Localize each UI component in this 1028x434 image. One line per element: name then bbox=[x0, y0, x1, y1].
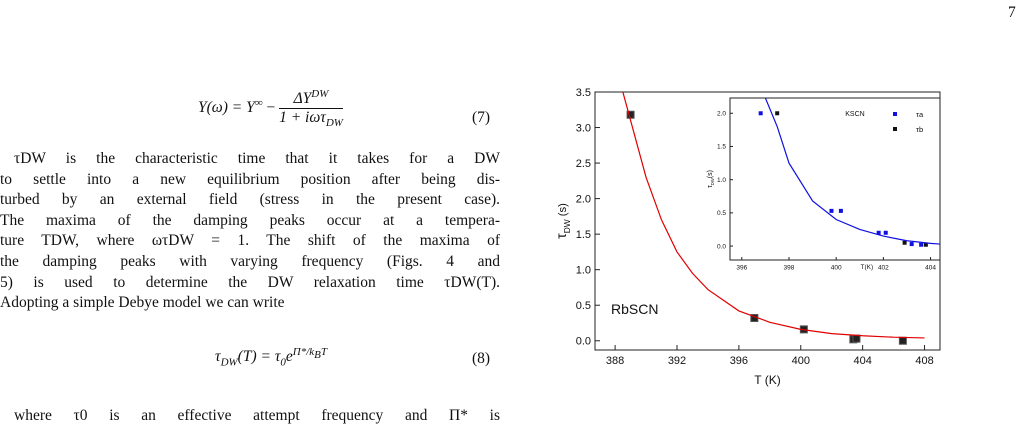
data-point bbox=[909, 242, 914, 247]
data-point bbox=[898, 336, 907, 345]
data-point bbox=[883, 230, 888, 235]
eq-part: DW bbox=[325, 117, 343, 130]
eq-part: Π*/k bbox=[292, 346, 315, 358]
x-tick-label: 400 bbox=[831, 265, 842, 272]
data-point bbox=[919, 242, 924, 247]
y-tick-label: 2.5 bbox=[576, 158, 591, 170]
y-tick-label: 2.0 bbox=[717, 111, 726, 118]
x-tick-label: 408 bbox=[915, 355, 933, 367]
y-label-part: DW bbox=[710, 178, 715, 185]
x-tick-label: 404 bbox=[853, 355, 871, 367]
eq-part: DW bbox=[311, 88, 329, 100]
equation-7: Y(ω) = Y∞ − ΔYDW 1 + iωτDW bbox=[198, 88, 343, 129]
eq-part: − bbox=[266, 99, 276, 117]
x-tick-label: 404 bbox=[925, 265, 936, 272]
text-line: where τ0 is an effective attempt frequen… bbox=[14, 407, 500, 424]
text-line: to settle into a new equilibrium positio… bbox=[0, 170, 500, 188]
eq-part: T bbox=[320, 346, 328, 358]
legend-marker bbox=[893, 112, 897, 116]
legend-title: KSCN bbox=[845, 111, 864, 118]
data-point bbox=[838, 208, 843, 213]
y-label-part: (s) bbox=[557, 203, 569, 219]
text-line: The maxima of the damping peaks occur at… bbox=[0, 211, 500, 229]
x-axis-label: T(K) bbox=[861, 264, 874, 271]
eq-part: Y(ω) = Y bbox=[198, 99, 255, 117]
y-tick-label: 1.5 bbox=[717, 144, 726, 151]
x-tick-label: 402 bbox=[878, 265, 889, 272]
equation-8: τDW(T) = τ0eΠ*/kBT bbox=[215, 346, 327, 368]
data-point bbox=[852, 334, 861, 343]
y-tick-label: 1.0 bbox=[717, 177, 726, 184]
data-point bbox=[775, 111, 780, 116]
text-line: the damping peaks with varying frequency… bbox=[0, 253, 500, 270]
y-label-part: τ bbox=[707, 185, 714, 188]
x-axis-label: T (K) bbox=[754, 373, 780, 387]
y-tick-label: 1.5 bbox=[576, 229, 591, 241]
x-tick-label: 396 bbox=[730, 355, 748, 367]
data-point bbox=[923, 242, 928, 247]
eq-part: ∞ bbox=[254, 97, 263, 110]
legend-label: τb bbox=[916, 125, 923, 134]
y-tick-label: 0.5 bbox=[717, 210, 726, 217]
equation-number: (7) bbox=[472, 109, 491, 126]
y-tick-label: 3.0 bbox=[576, 122, 591, 134]
eq-part: B bbox=[314, 349, 321, 362]
eq-part: ΔY bbox=[293, 90, 312, 108]
data-point bbox=[829, 208, 834, 213]
data-point bbox=[902, 240, 907, 245]
eq-part: DW bbox=[220, 356, 238, 369]
equation-number: (8) bbox=[472, 350, 491, 367]
text-line: turbed by an external field (stress in t… bbox=[0, 191, 500, 209]
plot-frame bbox=[729, 97, 941, 261]
data-point bbox=[876, 230, 881, 235]
text-line: Adopting a simple Debye model we can wri… bbox=[0, 294, 285, 312]
x-tick-label: 396 bbox=[736, 265, 747, 272]
y-axis-label: τDW (s) bbox=[553, 203, 572, 239]
y-tick-label: 1.0 bbox=[576, 265, 591, 277]
eq-part: 1 + iωτ bbox=[279, 109, 326, 127]
text-line: ture TDW, where ωτDW = 1. The shift of t… bbox=[0, 232, 500, 250]
data-point bbox=[758, 111, 763, 116]
x-tick-label: 392 bbox=[668, 355, 686, 367]
x-tick-label: 400 bbox=[792, 355, 810, 367]
y-tick-label: 2.0 bbox=[576, 193, 591, 205]
legend-marker bbox=[893, 127, 897, 131]
fit-line bbox=[764, 98, 940, 245]
eq-part: 0 bbox=[280, 356, 286, 369]
y-tick-label: 3.5 bbox=[576, 87, 591, 99]
x-tick-label: 398 bbox=[784, 265, 795, 272]
fit-line bbox=[622, 92, 925, 339]
eq-part: τ bbox=[215, 348, 221, 366]
y-label-part: (s) bbox=[707, 170, 714, 178]
y-tick-label: 0.0 bbox=[576, 336, 591, 348]
x-tick-label: 388 bbox=[606, 355, 624, 367]
text-line: 5) is used to determine the DW relaxatio… bbox=[0, 273, 500, 291]
y-label-part: DW bbox=[562, 219, 572, 233]
legend-label: τa bbox=[916, 110, 924, 119]
annotation: RbSCN bbox=[611, 301, 658, 317]
page-number: 7 bbox=[1008, 4, 1016, 21]
text-line: τDW is the characteristic time that it t… bbox=[14, 150, 500, 167]
eq-part: (T) = τ bbox=[237, 348, 281, 366]
y-tick-label: 0.0 bbox=[717, 243, 726, 250]
y-axis-label: τDW(s) bbox=[707, 170, 715, 188]
y-label-part: τ bbox=[553, 233, 569, 239]
eq-part: e bbox=[285, 348, 293, 366]
y-tick-label: 0.5 bbox=[576, 300, 591, 312]
fraction: ΔYDW 1 + iωτDW bbox=[279, 88, 343, 129]
